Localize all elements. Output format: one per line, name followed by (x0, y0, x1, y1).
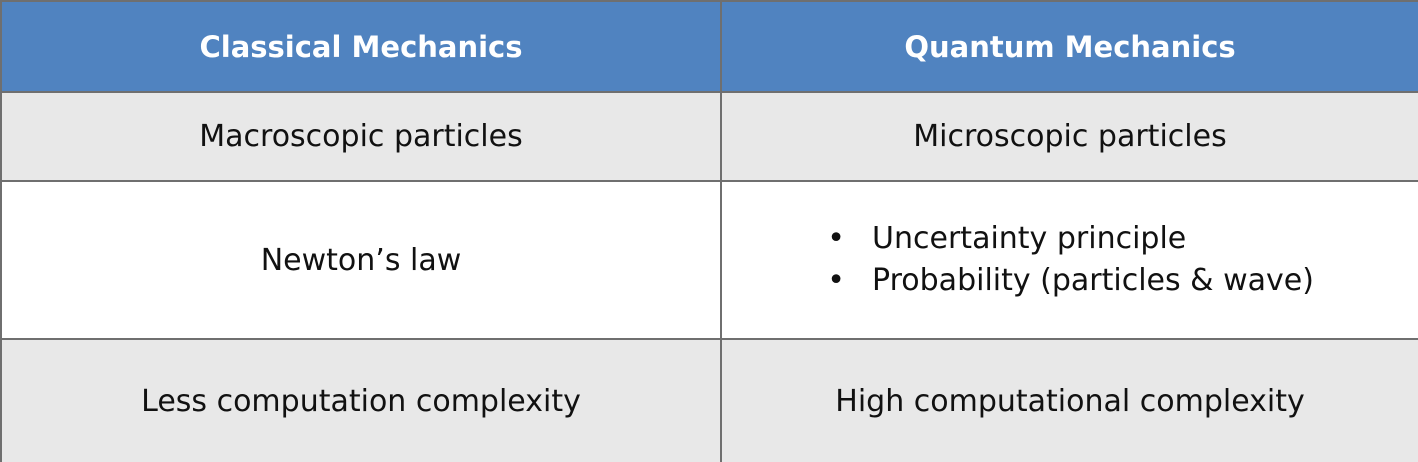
header-classical-mechanics: Classical Mechanics (0, 0, 722, 93)
list-item: • Uncertainty principle (826, 218, 1314, 260)
list-item-text: Uncertainty principle (872, 221, 1187, 256)
table-row: Newton’s law • Uncertainty principle • P… (0, 180, 1418, 340)
bullet-icon: • (827, 221, 845, 256)
cell-classical-complexity: Less computation complexity (0, 338, 722, 462)
cell-quantum-principles: • Uncertainty principle • Probability (p… (720, 180, 1418, 340)
cell-quantum-complexity: High computational complexity (720, 338, 1418, 462)
cell-quantum-particles: Microscopic particles (720, 91, 1418, 182)
header-quantum-mechanics: Quantum Mechanics (720, 0, 1418, 93)
table-row: Macroscopic particles Microscopic partic… (0, 91, 1418, 182)
cell-classical-particles: Macroscopic particles (0, 91, 722, 182)
cell-classical-law: Newton’s law (0, 180, 722, 340)
list-item-text: Probability (particles & wave) (872, 263, 1314, 298)
table-row: Less computation complexity High computa… (0, 338, 1418, 462)
header-row: Classical Mechanics Quantum Mechanics (0, 0, 1418, 93)
bullet-list: • Uncertainty principle • Probability (p… (826, 218, 1314, 302)
bullet-icon: • (827, 263, 845, 298)
list-item: • Probability (particles & wave) (826, 260, 1314, 302)
